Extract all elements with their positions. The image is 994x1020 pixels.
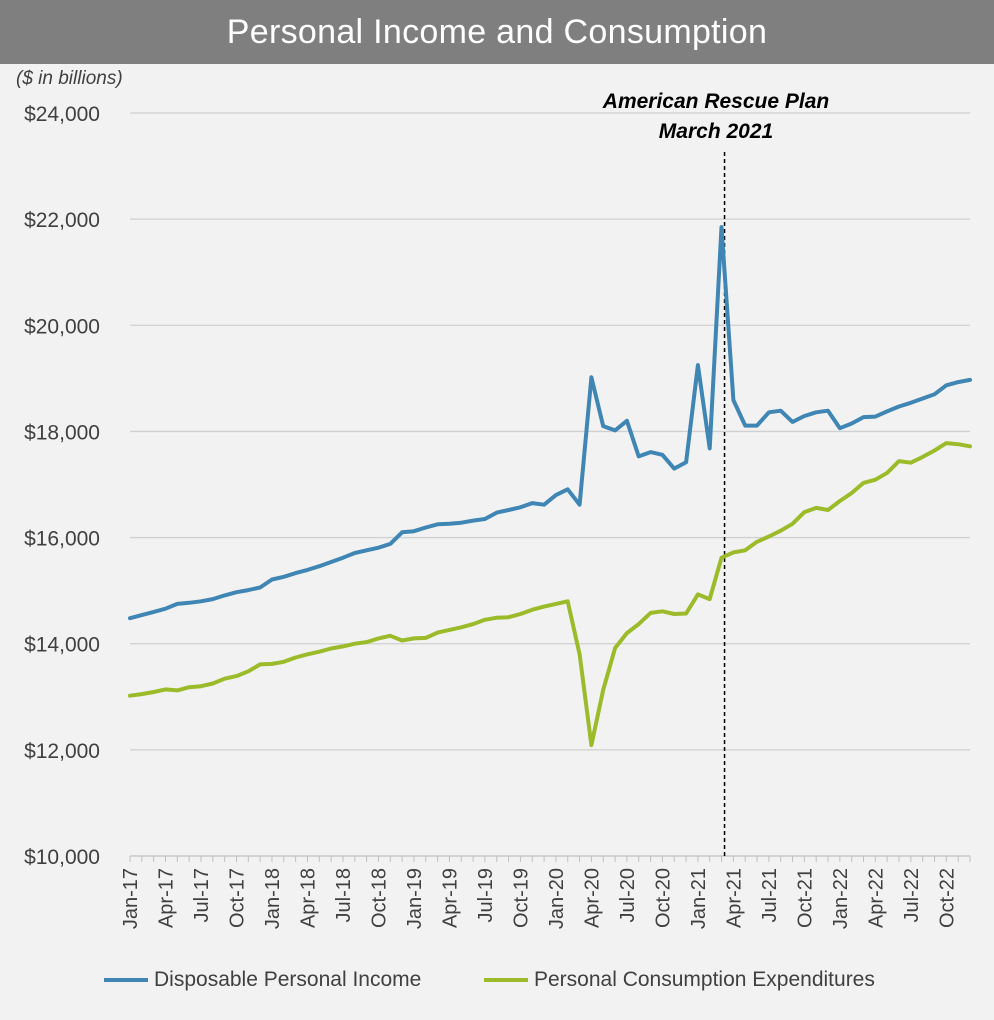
x-tick-label: Oct-18 [368,868,390,928]
x-tick-label: Jan-20 [546,868,568,929]
y-tick-label: $22,000 [24,209,100,232]
x-tick-label: Oct-17 [226,868,248,928]
y-tick-label: $20,000 [24,315,100,338]
x-tick-label: Apr-20 [581,868,603,928]
series-line-income [128,225,972,621]
x-tick-label: Jul-22 [901,868,923,922]
annotation: American Rescue Plan March 2021 [602,90,829,856]
line-chart: $10,000 $12,000 $14,000 $16,000 $18,000 $20,0… [24,90,972,929]
y-tick-label: $16,000 [24,528,100,551]
y-tick-label: $14,000 [24,634,100,657]
gridlines [130,112,970,751]
x-tick-label: Jan-22 [830,868,852,929]
annotation-label-line1: American Rescue Plan [602,90,829,113]
legend-label-consumption: Personal Consumption Expenditures [534,968,875,991]
legend-item-consumption: Personal Consumption Expenditures [484,968,875,992]
x-tick-label: Oct-19 [510,868,532,928]
x-tick-label: Apr-17 [155,868,177,928]
legend: Disposable Personal Income Personal Cons… [0,968,994,1004]
y-tick-label: $10,000 [24,846,100,869]
annotation-label-line2: March 2021 [659,120,773,143]
x-tick-label: Jul-17 [191,868,213,922]
title-bar: Personal Income and Consumption [0,0,994,64]
x-tick-label: Apr-21 [723,868,745,928]
x-tick-label: Jul-18 [333,868,355,922]
x-tick-label: Oct-21 [794,868,816,928]
y-tick-label: $12,000 [24,740,100,763]
x-tick-label: Jan-19 [404,868,426,929]
x-tick-label: Apr-22 [865,868,887,928]
chart-title: Personal Income and Consumption [226,12,768,51]
axes: $10,000 $12,000 $14,000 $16,000 $18,000 $20,0… [24,103,971,929]
legend-swatch-consumption [484,978,528,982]
legend-swatch-income [104,978,148,982]
x-tick-label: Jul-21 [759,868,781,922]
legend-label-income: Disposable Personal Income [154,968,422,991]
y-tick-label: $18,000 [24,421,100,444]
y-tick-label: $24,000 [24,103,100,126]
x-tick-label: Jul-19 [475,868,497,922]
legend-item-income: Disposable Personal Income [104,968,421,992]
x-tick-label: Jan-17 [120,868,142,929]
x-tick-label: Oct-20 [652,868,674,928]
x-tick-label: Jan-18 [262,868,284,929]
x-tick-label: Apr-18 [297,868,319,928]
series-lines [128,225,972,748]
x-tick-label: Jan-21 [688,868,710,929]
units-note: ($ in billions) [16,68,123,89]
series-line-consumption [128,441,972,748]
x-tick-label: Apr-19 [439,868,461,928]
x-tick-label: Jul-20 [617,868,639,922]
x-tick-label: Oct-22 [936,868,958,928]
